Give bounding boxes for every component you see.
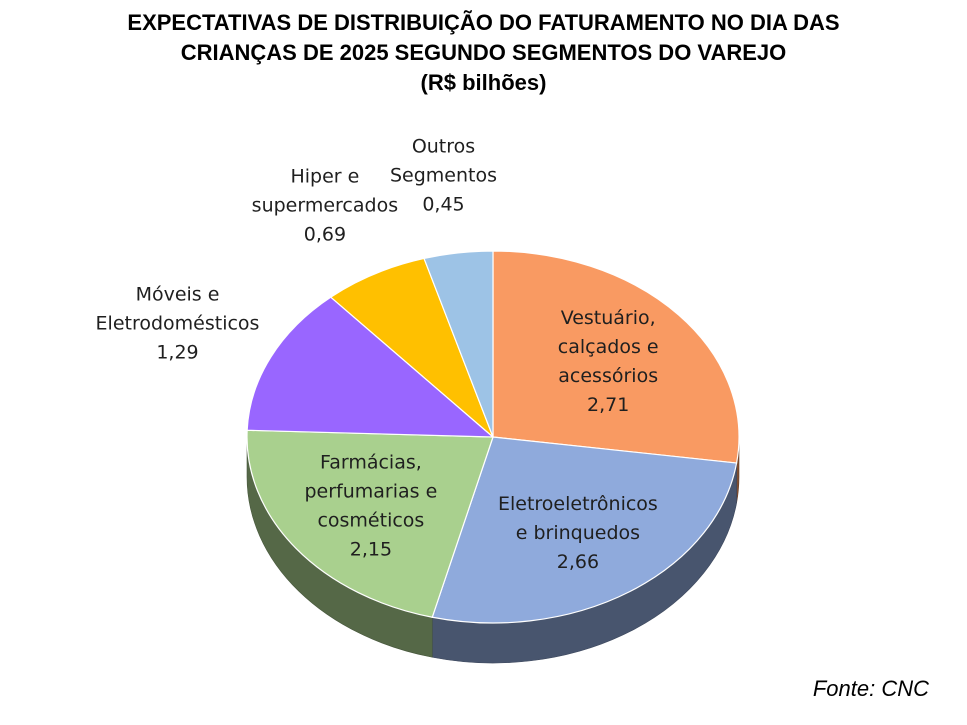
chart-title-line-3: (R$ bilhões) — [420, 70, 547, 95]
label-moveis-e-eletrodomesticos: Móveis e Eletrodomésticos 1,29 — [96, 284, 260, 364]
slice-outros-segmentos — [423, 250, 494, 438]
slice-hiper-e-supermercados — [329, 257, 494, 438]
chart-title-line-2: CRIANÇAS DE 2025 SEGUNDO SEGMENTOS DO VA… — [180, 40, 787, 65]
slice-moveis-e-eletrodomesticos — [246, 296, 495, 438]
slice-labels: Vestuário, calçados e acessórios 2,71 Eletro… — [96, 136, 659, 573]
pie-slices — [246, 250, 740, 624]
source-note: Fonte: CNC — [812, 676, 929, 701]
label-eletroeletronicos-e-brinquedos: Eletroeletrônicos e brinquedos 2,66 — [498, 493, 658, 573]
chart-title-line-1: EXPECTATIVAS DE DISTRIBUIÇÃO DO FATURAME… — [127, 10, 840, 35]
label-farmacias-perfumarias-e-cosmeticos: Farmácias, perfumarias e cosméticos 2,15 — [304, 452, 437, 561]
slice-eletroeletronicos-e-brinquedos — [431, 436, 738, 624]
label-hiper-e-supermercados: Hiper e supermercados 0,69 — [252, 166, 398, 246]
label-outros-segmentos: Outros Segmentos 0,45 — [390, 136, 497, 216]
chart-title: EXPECTATIVAS DE DISTRIBUIÇÃO DO FATURAME… — [0, 8, 967, 98]
slice-vestuario-calcados-e-acessorios — [492, 250, 740, 464]
label-vestuario-calcados-e-acessorios: Vestuário, calçados e acessórios 2,71 — [558, 307, 659, 416]
slice-farmacias-perfumarias-e-cosmeticos — [246, 429, 494, 618]
